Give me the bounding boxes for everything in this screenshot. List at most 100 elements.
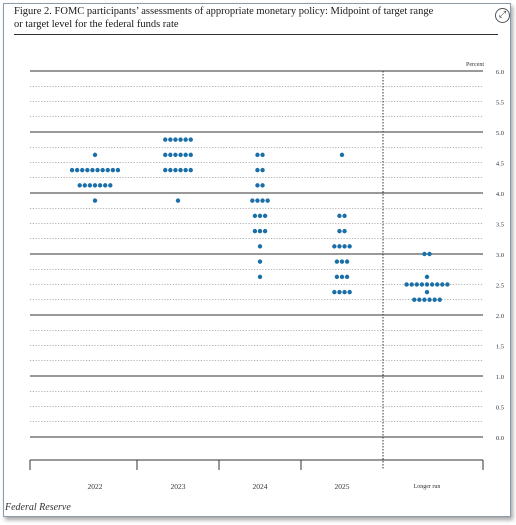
participant-dot: [252, 228, 258, 234]
y-tick-label: 4.5: [496, 161, 504, 168]
participant-dot: [168, 167, 173, 173]
y-tick-label: 5.5: [496, 100, 504, 107]
y-tick-label: 6.0: [496, 69, 504, 76]
participant-dot: [337, 228, 342, 234]
participant-dot: [87, 183, 93, 188]
x-tick-label: 2023: [171, 482, 186, 491]
participant-dot: [412, 297, 417, 302]
x-tick-label: 2025: [335, 482, 350, 491]
participant-dot: [445, 282, 450, 287]
participant-dot: [339, 152, 345, 158]
participant-dot: [260, 167, 265, 173]
participant-dot: [92, 183, 98, 188]
participant-dot: [77, 183, 82, 188]
participant-dot: [188, 152, 193, 158]
y-tick-label: 2.5: [496, 283, 504, 290]
participant-dot: [178, 152, 183, 158]
y-tick-label: 1.5: [496, 344, 504, 351]
participant-dot: [257, 244, 263, 249]
participant-dot: [163, 137, 168, 142]
participant-dot: [334, 274, 340, 280]
participant-dot: [337, 289, 342, 295]
participant-dot: [105, 167, 110, 173]
participant-dot: [178, 137, 183, 142]
participant-dot: [419, 282, 425, 287]
expand-icon[interactable]: ⤢: [495, 8, 510, 23]
participant-dot: [342, 228, 347, 234]
participant-dot: [163, 167, 168, 173]
participant-dot: [173, 167, 178, 173]
participant-dot: [257, 274, 263, 280]
participant-dot: [255, 183, 260, 188]
participant-dot: [429, 282, 435, 287]
participant-dot: [422, 251, 427, 257]
participant-dot: [332, 244, 337, 249]
participant-dot: [427, 297, 432, 302]
participant-dot: [255, 167, 260, 173]
figure-frame: [3, 3, 511, 517]
participant-dot: [173, 152, 178, 158]
participant-dot: [334, 259, 340, 264]
participant-dot: [409, 282, 414, 287]
participant-dot: [188, 167, 193, 173]
participant-dot: [417, 297, 422, 302]
participant-dot: [422, 297, 427, 302]
participant-dot: [110, 167, 116, 173]
participant-dot: [69, 167, 75, 173]
participant-dot: [257, 259, 263, 264]
participant-dot: [183, 152, 188, 158]
participant-dot: [257, 228, 263, 234]
participant-dot: [100, 167, 105, 173]
participant-dot: [183, 137, 188, 142]
participant-dot: [255, 152, 260, 158]
participant-dot: [255, 198, 260, 203]
participant-dot: [85, 167, 90, 173]
participant-dot: [262, 213, 268, 219]
participant-dot: [347, 244, 352, 249]
participant-dot: [168, 137, 173, 142]
participant-dot: [178, 167, 183, 173]
participant-dot: [437, 297, 442, 302]
participant-dot: [95, 167, 100, 173]
participant-dot: [342, 213, 347, 219]
participant-dot: [183, 167, 188, 173]
participant-dot: [424, 274, 430, 280]
y-tick-label: 0.0: [496, 435, 504, 442]
y-tick-label: 3.0: [496, 252, 504, 259]
participant-dot: [337, 213, 342, 219]
participant-dot: [344, 259, 350, 264]
participant-dot: [80, 167, 85, 173]
participant-dot: [427, 251, 432, 257]
participant-dot: [262, 228, 268, 234]
participant-dot: [424, 289, 430, 295]
participant-dot: [339, 274, 345, 280]
figure-title: Figure 2. FOMC participants’ assessments…: [14, 6, 502, 31]
participant-dot: [173, 137, 178, 142]
participant-dot: [92, 198, 98, 203]
participant-dot: [168, 152, 173, 158]
participant-dot: [265, 198, 270, 203]
x-tick-label: Longer run: [414, 484, 441, 490]
participant-dot: [347, 289, 352, 295]
participant-dot: [260, 152, 265, 158]
x-tick-label: 2024: [253, 482, 268, 491]
participant-dot: [103, 183, 108, 188]
participant-dot: [260, 183, 265, 188]
participant-dot: [82, 183, 88, 188]
y-axis-label: Percent: [466, 62, 484, 68]
y-tick-label: 5.0: [496, 130, 504, 137]
participant-dot: [424, 282, 430, 287]
figure-title-line2: or target level for the federal funds ra…: [14, 18, 179, 30]
x-tick-label: 2022: [88, 482, 103, 491]
participant-dot: [260, 198, 265, 203]
y-tick-label: 3.5: [496, 222, 504, 229]
participant-dot: [435, 282, 440, 287]
y-tick-label: 2.0: [496, 313, 504, 320]
participant-dot: [74, 167, 80, 173]
participant-dot: [339, 259, 345, 264]
participant-dot: [337, 244, 342, 249]
participant-dot: [163, 152, 168, 158]
participant-dot: [188, 137, 193, 142]
participant-dot: [257, 213, 263, 219]
